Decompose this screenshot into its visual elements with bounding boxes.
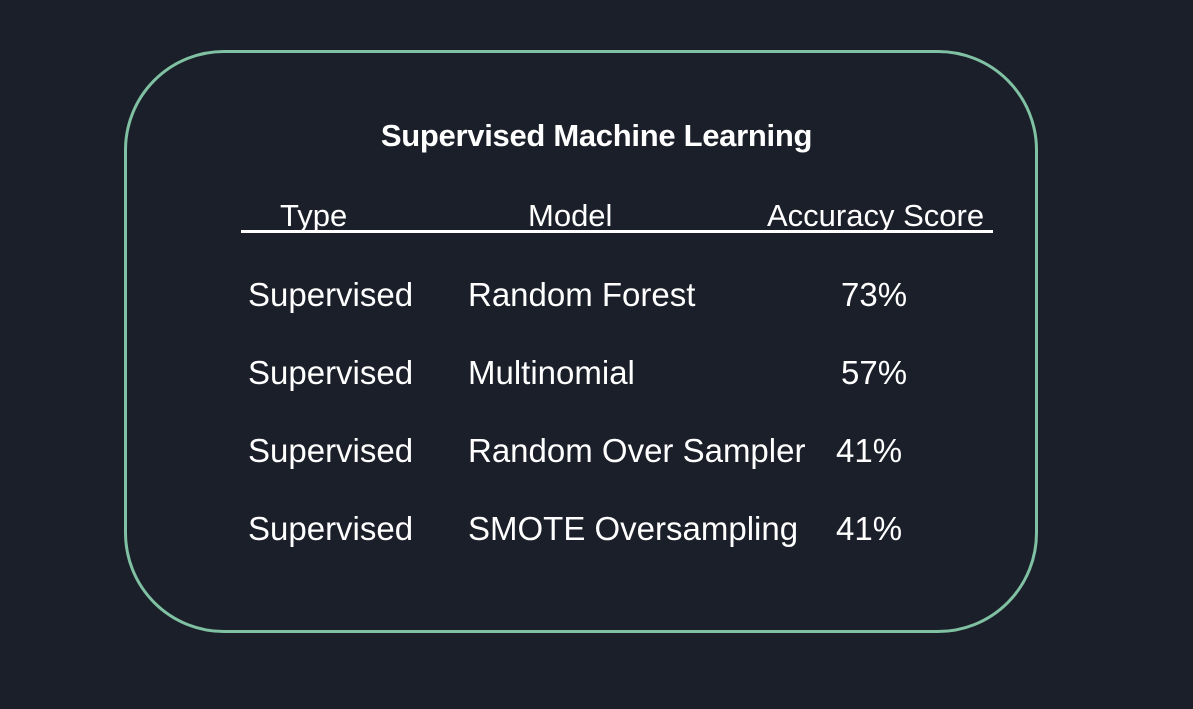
column-header-type: Type <box>280 198 348 233</box>
table-cell-score: 73% <box>841 276 908 313</box>
table-cell-model: Random Over Sampler <box>468 432 806 469</box>
table-cell-type: Supervised <box>248 354 414 391</box>
page-title: Supervised Machine Learning <box>380 118 813 153</box>
table-cell-type: Supervised <box>248 432 414 469</box>
table-cell-type: Supervised <box>248 276 414 313</box>
table-cell-model: Multinomial <box>468 354 635 391</box>
column-header-model: Model <box>528 198 613 233</box>
header-underline <box>241 230 993 233</box>
table-cell-type: Supervised <box>248 510 414 547</box>
table-cell-score: 41% <box>836 510 903 547</box>
rounded-card-border <box>124 50 1038 633</box>
table-cell-model: SMOTE Oversampling <box>468 510 799 547</box>
table-cell-model: Random Forest <box>468 276 696 313</box>
column-header-accuracy-score: Accuracy Score <box>767 198 985 233</box>
table-cell-score: 41% <box>836 432 903 469</box>
table-cell-score: 57% <box>841 354 908 391</box>
